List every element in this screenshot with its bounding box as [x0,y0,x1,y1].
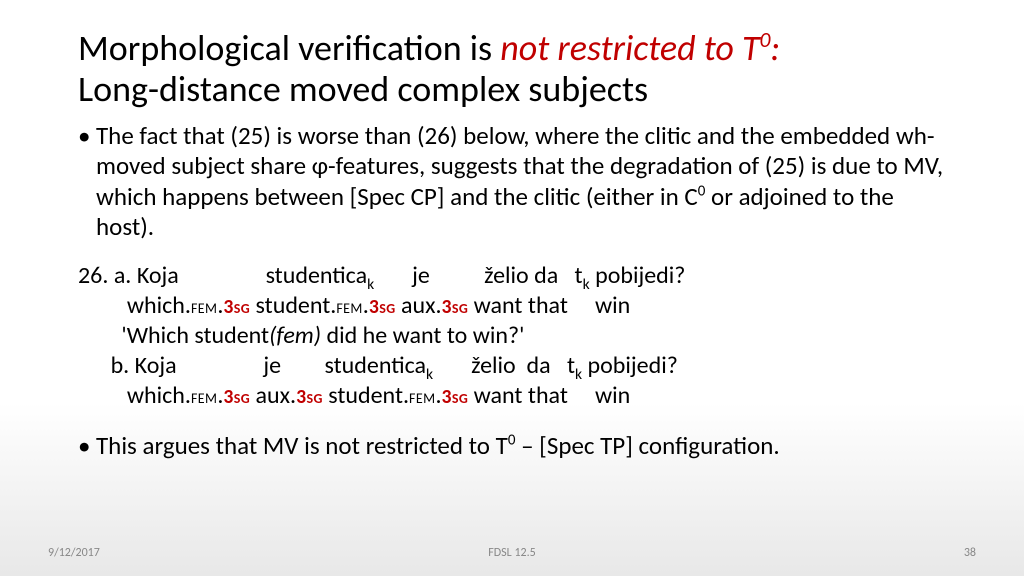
example-26: 26. a. Koja studenticak je želio da tk p… [78,261,946,411]
slide-body: Morphological verification is not restri… [0,0,1024,461]
title-red: not restricted to T0: [500,26,780,70]
ex-translation: 'Which student(fem) did he want to win?' [78,321,946,351]
ex-gloss-b: which.fem.3sg aux.3sg student.fem.3sg wa… [78,381,946,411]
footer: 9/12/2017 FDSL 12.5 38 [0,546,1024,560]
slide-title: Morphological verification is not restri… [78,28,946,111]
title-part1: Morphological verification is [78,26,500,70]
title-part2: Long-distance moved complex subjects [78,67,648,111]
bullet-1: The fact that (25) is worse than (26) be… [78,121,946,243]
footer-page: 38 [964,546,976,560]
ex-line-a: 26. a. Koja studenticak je želio da tk p… [78,261,946,291]
footer-center: FDSL 12.5 [488,546,535,560]
footer-date: 9/12/2017 [48,546,100,560]
ex-line-b: b. Koja je studenticak želio da tk pobij… [78,351,946,381]
ex-gloss-a: which.fem.3sg student.fem.3sg aux.3sg wa… [78,291,946,321]
bullet-2: This argues that MV is not restricted to… [78,431,946,462]
